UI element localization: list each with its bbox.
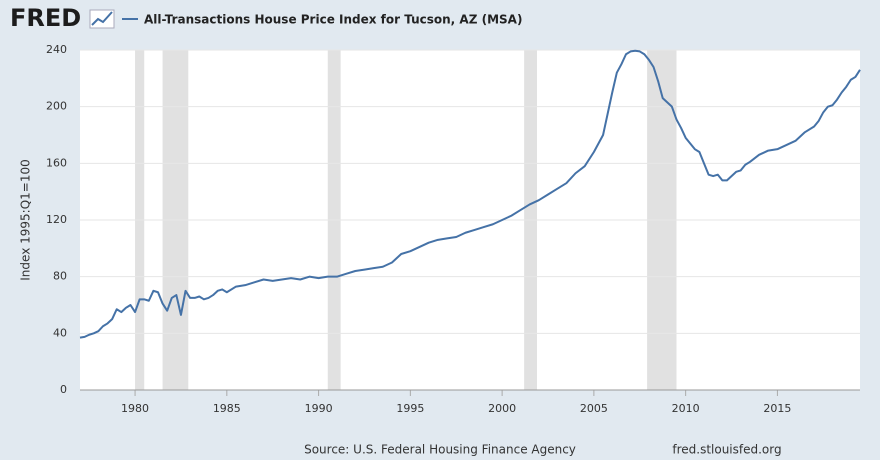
x-tick-label: 1985 — [213, 402, 241, 415]
series-line — [79, 49, 861, 339]
y-tick-label: 40 — [53, 326, 67, 339]
y-axis-label: Index 1995:Q1=100 — [19, 159, 33, 280]
source: Source: U.S. Federal Housing Finance Age… — [304, 443, 576, 457]
x-tick-label: 2000 — [488, 402, 516, 415]
logo: FRED — [10, 4, 81, 32]
y-tick-label: 160 — [46, 156, 67, 169]
legend-label: All-Transactions House Price Index for T… — [144, 13, 522, 27]
x-tick-label: 1990 — [305, 402, 333, 415]
source-url: fred.stlouisfed.org — [672, 443, 781, 457]
x-tick-label: 1980 — [121, 402, 149, 415]
x-tick-label: 1995 — [396, 402, 424, 415]
x-tick-label: 2010 — [672, 402, 700, 415]
y-tick-label: 200 — [46, 100, 67, 113]
y-tick-label: 120 — [46, 213, 67, 226]
y-tick-label: 80 — [53, 270, 67, 283]
y-tick-label: 0 — [60, 383, 67, 396]
x-tick-label: 2005 — [580, 402, 608, 415]
x-tick-label: 2015 — [763, 402, 791, 415]
y-tick-label: 240 — [46, 43, 67, 56]
logo-icon — [89, 9, 115, 29]
